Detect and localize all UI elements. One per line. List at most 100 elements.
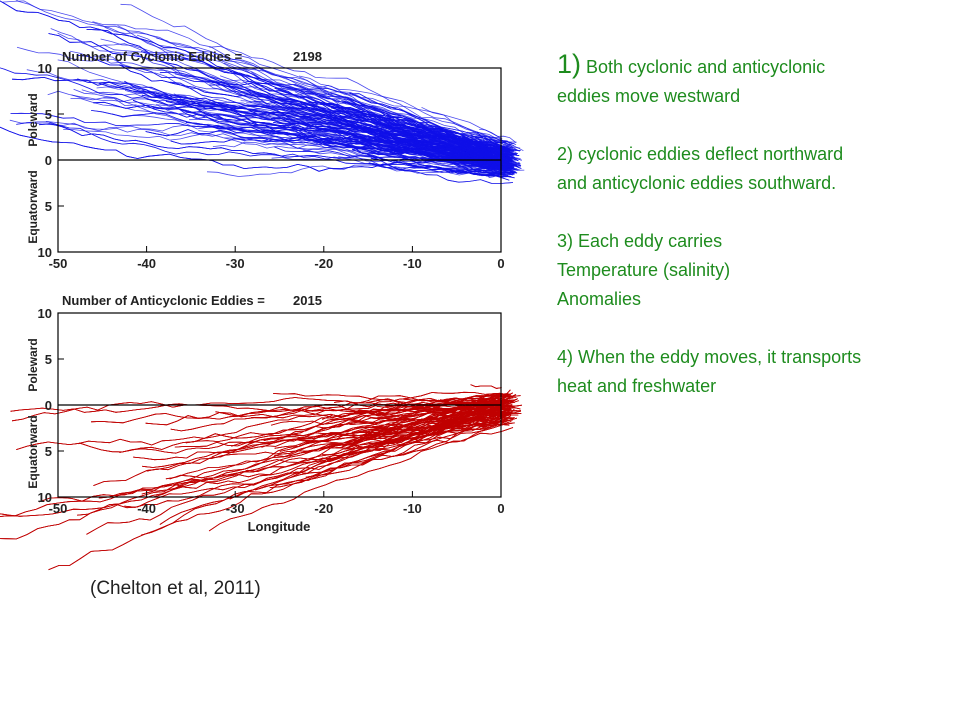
key-points: 1) Both cyclonic and anticyclonic eddies…	[557, 50, 952, 401]
point-4-line-2: heat and freshwater	[557, 376, 717, 396]
eddy-track	[435, 401, 506, 425]
eddy-track	[209, 84, 518, 174]
point-1-number: 1)	[557, 49, 582, 79]
eddy-track	[86, 414, 511, 535]
eddy-track	[0, 404, 513, 540]
cyclonic-track-layer	[0, 0, 525, 184]
y-tick-label: 0	[45, 398, 52, 413]
eddy-track	[211, 81, 511, 150]
point-1-text: Both cyclonic and anticyclonic	[581, 57, 826, 77]
eddy-track	[431, 168, 501, 177]
x-tick-label: -10	[403, 501, 422, 516]
eddy-track	[93, 412, 513, 486]
x-tick-label: -50	[49, 501, 68, 516]
eddy-track	[77, 395, 515, 516]
y-tick-label: 10	[38, 306, 52, 321]
eddy-track	[251, 120, 507, 151]
cyclonic-eddies-chart: -50 -40 -30 -20 -10 0 10 5 0 5 10 Number of Cyclon…	[0, 0, 525, 271]
eddy-track	[470, 134, 502, 143]
x-tick-label: -50	[49, 256, 68, 271]
y-tick-label: 10	[38, 61, 52, 76]
point-3-line-2: Temperature (salinity)	[557, 260, 731, 280]
x-tick-label: -30	[226, 256, 245, 271]
eddy-track	[438, 154, 509, 170]
y-label-poleward: Poleward	[26, 338, 40, 391]
eddy-track	[299, 410, 522, 446]
y-label-equatorward: Equatorward	[26, 415, 40, 488]
x-tick-label: -10	[403, 256, 422, 271]
eddy-track	[470, 384, 502, 389]
eddy-track	[0, 126, 512, 178]
eddy-track	[211, 100, 504, 176]
eddy-track	[208, 417, 518, 532]
eddy-track	[12, 76, 506, 169]
eddy-track	[279, 99, 512, 165]
x-tick-label: -40	[137, 256, 156, 271]
eddy-track	[370, 412, 505, 421]
eddy-track	[86, 414, 511, 535]
eddy-track	[436, 411, 508, 429]
eddy-track	[365, 114, 511, 155]
eddy-count: 2015	[293, 293, 322, 308]
eddy-track	[255, 414, 511, 491]
y-tick-label: 10	[38, 245, 52, 260]
eddy-track	[274, 427, 514, 458]
eddy-track	[251, 391, 507, 419]
eddy-track	[104, 26, 520, 152]
eddy-track	[152, 106, 510, 162]
eddy-track	[322, 403, 510, 420]
point-4-line-1: 4) When the eddy moves, it transports	[557, 347, 862, 367]
eddy-track	[271, 118, 501, 174]
eddy-track	[48, 33, 518, 154]
eddy-track	[98, 82, 500, 157]
eddy-track	[299, 117, 522, 169]
eddy-track	[376, 126, 509, 150]
eddy-track	[341, 100, 507, 151]
eddy-track	[289, 408, 508, 457]
anticyclonic-track-layer	[0, 384, 522, 571]
eddy-track	[211, 393, 511, 458]
chart-title: Number of Anticyclonic Eddies =	[62, 293, 265, 308]
eddy-track	[165, 101, 519, 162]
anticyclonic-eddies-chart: -50 -40 -30 -20 -10 0 10 5 0 5 10 Number of Anticy…	[0, 293, 522, 571]
point-3-line-3: Anomalies	[557, 289, 642, 309]
y-label-poleward: Poleward	[26, 93, 40, 146]
point-1-line-2: eddies move westward	[557, 86, 741, 106]
y-tick-label: 5	[45, 444, 52, 459]
eddy-track	[368, 417, 515, 445]
x-tick-label: -40	[137, 501, 156, 516]
eddy-count: 2198	[293, 49, 322, 64]
x-tick-label: -20	[314, 501, 333, 516]
y-label-equatorward: Equatorward	[26, 170, 40, 243]
citation: (Chelton et al, 2011)	[90, 578, 261, 599]
eddy-track	[403, 417, 514, 437]
eddy-track	[263, 130, 507, 171]
x-axis-label: Longitude	[248, 519, 311, 534]
eddy-track	[86, 414, 511, 535]
y-tick-label: 5	[45, 199, 52, 214]
y-tick-label: 5	[45, 107, 52, 122]
eddy-track	[231, 68, 509, 150]
x-tick-label: -20	[314, 256, 333, 271]
eddy-track	[321, 113, 519, 156]
y-tick-label: 0	[45, 153, 52, 168]
eddy-track	[341, 394, 507, 420]
chart-title: Number of Cyclonic Eddies =	[62, 49, 243, 64]
eddy-track	[170, 136, 521, 153]
eddy-track	[209, 45, 507, 144]
x-tick-label: 0	[497, 256, 504, 271]
y-tick-label: 10	[38, 490, 52, 505]
eddy-track	[261, 401, 497, 448]
eddy-track	[93, 101, 513, 170]
y-tick-label: 5	[45, 352, 52, 367]
eddy-track	[367, 400, 503, 416]
eddy-track	[86, 414, 511, 535]
eddy-trajectory-charts: -50 -40 -30 -20 -10 0 10 5 0 5 10 Number of Cyclon…	[0, 0, 525, 571]
eddy-track	[98, 398, 500, 499]
x-tick-label: -30	[226, 501, 245, 516]
point-1: 1) Both cyclonic and anticyclonic	[557, 50, 952, 82]
point-2-line-1: 2) cyclonic eddies deflect northward	[557, 144, 844, 164]
x-tick-label: 0	[497, 501, 504, 516]
point-3-line-1: 3) Each eddy carries	[557, 231, 723, 251]
point-2-line-2: and anticyclonic eddies southward.	[557, 173, 837, 193]
